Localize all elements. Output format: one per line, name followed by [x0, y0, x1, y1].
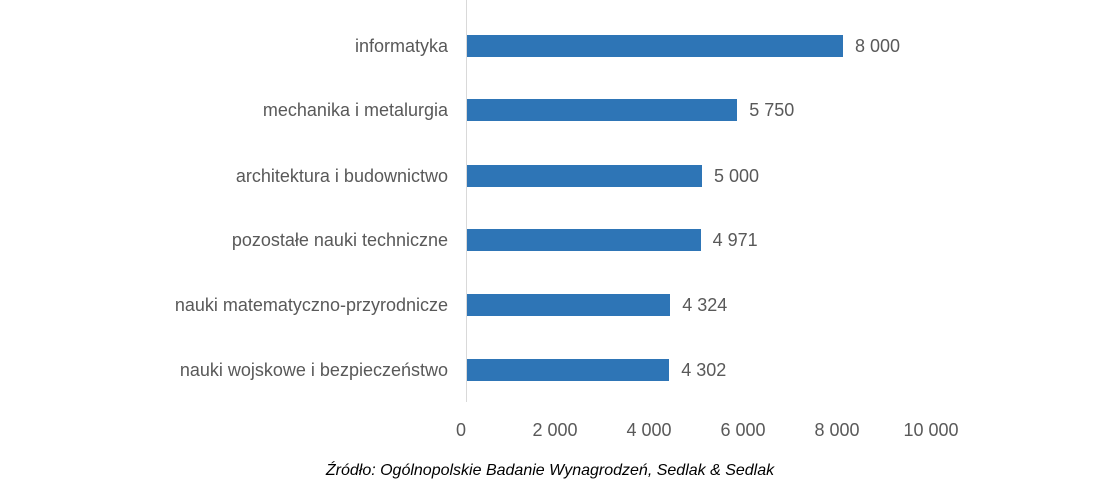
source-note: Źródło: Ogólnopolskie Badanie Wynagrodze…: [325, 462, 775, 479]
y-axis-line: [466, 0, 467, 402]
category-label: mechanika i metalurgia: [262, 100, 448, 120]
data-label: 4 324: [682, 295, 728, 315]
x-tick-label: 6 000: [720, 420, 766, 440]
category-label: nauki wojskowe i bezpieczeństwo: [179, 360, 448, 380]
bar: [467, 165, 702, 187]
x-tick-label: 4 000: [626, 420, 672, 440]
x-tick-label: 0: [455, 420, 467, 440]
category-label: nauki matematyczno-przyrodnicze: [174, 295, 448, 315]
data-label: 4 302: [681, 360, 727, 380]
data-label: 8 000: [855, 36, 901, 56]
category-label: architektura i budownictwo: [235, 166, 448, 186]
x-tick-label: 8 000: [814, 420, 860, 440]
bar: [467, 99, 738, 121]
data-label: 5 750: [749, 100, 795, 120]
category-label: informatyka: [354, 36, 448, 56]
bar: [467, 359, 670, 381]
data-label: 5 000: [714, 166, 760, 186]
x-tick-label: 10 000: [903, 420, 959, 440]
category-label: pozostałe nauki techniczne: [231, 230, 448, 250]
x-tick-label: 2 000: [532, 420, 578, 440]
bar: [467, 35, 843, 57]
bar: [467, 229, 701, 251]
data-label: 4 971: [712, 230, 758, 250]
bar: [467, 294, 671, 316]
